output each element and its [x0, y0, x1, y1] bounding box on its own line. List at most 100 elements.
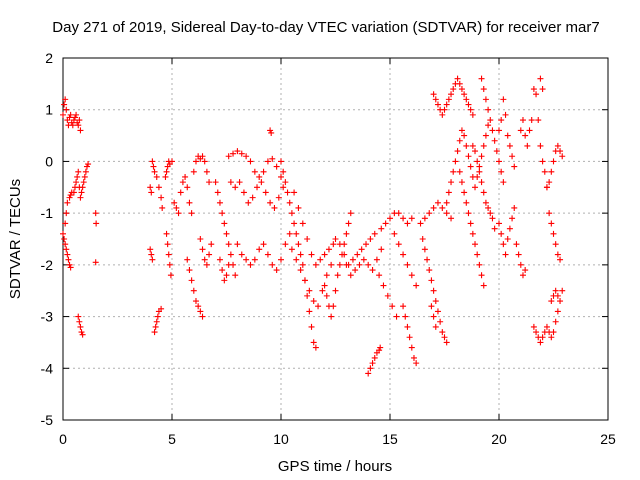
- data-point: [548, 298, 555, 305]
- data-point: [61, 236, 68, 242]
- data-point: [212, 179, 219, 186]
- data-point: [485, 204, 492, 211]
- data-point: [171, 199, 178, 206]
- data-point: [443, 199, 450, 206]
- data-point: [469, 111, 476, 118]
- data-point: [184, 256, 191, 263]
- data-point: [500, 96, 507, 103]
- data-point: [299, 220, 306, 227]
- data-point: [535, 117, 542, 124]
- data-point: [498, 168, 505, 175]
- data-point: [234, 148, 241, 155]
- data-point: [264, 251, 271, 258]
- data-point: [251, 168, 258, 175]
- data-point: [334, 272, 341, 279]
- data-point: [184, 184, 191, 191]
- data-point: [278, 158, 284, 165]
- data-point: [526, 127, 533, 134]
- data-point: [69, 122, 76, 129]
- data-point: [489, 127, 496, 134]
- data-point: [330, 241, 337, 248]
- data-point: [461, 132, 468, 139]
- data-point: [225, 261, 232, 268]
- data-point: [166, 261, 173, 268]
- data-point: [67, 264, 74, 271]
- data-point: [258, 179, 265, 186]
- x-tick-label: 25: [600, 431, 616, 447]
- y-tick-label: -5: [41, 412, 54, 428]
- data-point: [463, 142, 470, 149]
- data-point: [73, 179, 80, 186]
- data-point: [65, 256, 72, 263]
- data-point: [306, 287, 313, 294]
- data-point: [323, 272, 330, 279]
- data-point: [247, 158, 254, 165]
- data-point: [358, 246, 365, 253]
- data-point: [452, 158, 459, 165]
- data-point: [332, 287, 339, 294]
- data-point: [485, 122, 492, 129]
- data-point: [384, 292, 391, 299]
- data-point: [240, 189, 247, 196]
- x-tick-label: 10: [273, 431, 289, 447]
- data-point: [408, 272, 415, 279]
- data-point: [489, 215, 496, 222]
- data-point: [463, 199, 470, 206]
- data-point: [182, 173, 189, 180]
- data-point: [365, 370, 372, 377]
- data-point: [308, 323, 315, 330]
- data-point: [332, 236, 339, 242]
- data-point: [458, 86, 465, 93]
- data-point: [275, 194, 282, 201]
- data-point: [63, 246, 70, 253]
- data-point: [304, 236, 311, 242]
- data-point: [271, 204, 278, 211]
- data-point: [454, 148, 461, 155]
- data-point: [264, 158, 271, 165]
- data-point: [293, 256, 300, 263]
- data-point: [458, 127, 465, 134]
- data-point: [400, 303, 407, 310]
- data-point: [278, 256, 284, 263]
- data-point: [550, 329, 557, 336]
- data-point: [410, 354, 417, 361]
- data-point: [441, 334, 448, 341]
- data-point: [496, 158, 502, 165]
- data-point: [548, 334, 555, 341]
- data-point: [195, 303, 202, 310]
- data-point: [354, 251, 361, 258]
- data-point: [546, 179, 553, 186]
- data-point: [522, 267, 529, 274]
- data-point: [382, 220, 389, 227]
- data-point: [496, 127, 502, 134]
- data-point: [293, 230, 300, 237]
- data-point: [75, 313, 82, 320]
- y-tick-label: -4: [41, 360, 54, 376]
- data-point: [297, 251, 304, 258]
- data-point: [214, 189, 221, 196]
- data-point: [260, 168, 267, 175]
- data-point: [77, 323, 84, 330]
- data-point: [550, 158, 557, 165]
- data-point: [216, 199, 223, 206]
- x-axis-label: GPS time / hours: [278, 458, 392, 475]
- data-point: [254, 184, 261, 191]
- data-point: [482, 96, 489, 103]
- data-point: [406, 334, 413, 341]
- data-point: [552, 241, 559, 248]
- y-tick-label: -2: [41, 257, 54, 273]
- data-point: [262, 189, 269, 196]
- data-point: [467, 106, 474, 113]
- data-point: [439, 204, 446, 211]
- data-point: [448, 215, 455, 222]
- data-point: [400, 215, 407, 222]
- data-point: [151, 329, 158, 336]
- data-point: [149, 256, 156, 263]
- data-point: [330, 303, 337, 310]
- data-point: [413, 360, 420, 367]
- data-point: [461, 91, 468, 98]
- data-point: [328, 313, 335, 320]
- data-point: [267, 127, 274, 134]
- data-point: [511, 163, 518, 170]
- data-point: [286, 199, 293, 206]
